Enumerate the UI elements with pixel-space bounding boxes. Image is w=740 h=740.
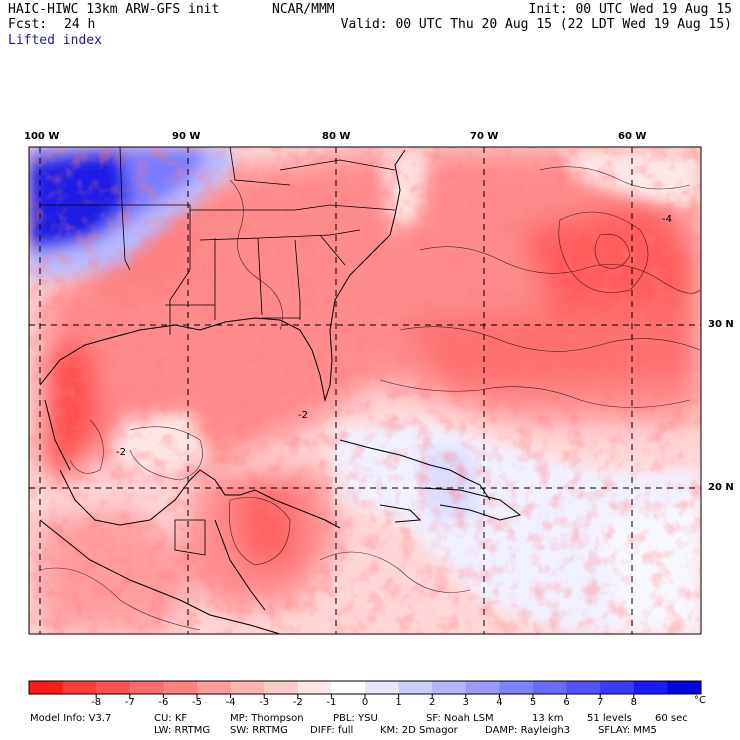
coastlines bbox=[39, 149, 522, 634]
colorbar-tick-label: -1 bbox=[326, 697, 337, 708]
footer-surface: SF: Noah LSM bbox=[426, 713, 494, 724]
contour-label: -4 bbox=[662, 214, 672, 225]
colorbar-swatch bbox=[29, 681, 64, 694]
footer-pbl: PBL: YSU bbox=[333, 713, 378, 724]
colorbar-swatch bbox=[331, 681, 366, 694]
state-borders bbox=[40, 147, 396, 556]
colorbar-tick-label: 3 bbox=[462, 697, 469, 708]
colorbar-swatch bbox=[432, 681, 467, 694]
lon-label-80w: 80 W bbox=[322, 131, 351, 142]
colorbar-tick-label: 0 bbox=[361, 697, 369, 708]
forecast-label: Fcst: bbox=[8, 17, 48, 32]
colorbar-swatch bbox=[667, 681, 702, 694]
valid-time: Valid: 00 UTC Thu 20 Aug 15 (22 LDT Wed … bbox=[340, 17, 732, 32]
lat-label-20n: 20 N bbox=[708, 482, 734, 493]
colorbar-unit: °C bbox=[694, 695, 706, 706]
footer-resolution: 13 km bbox=[532, 713, 564, 724]
colorbar-tick-label: 8 bbox=[630, 697, 637, 708]
footer-timestep: 60 sec bbox=[655, 713, 688, 724]
colorbar-swatch bbox=[230, 681, 265, 694]
footer-longwave: LW: RRTMG bbox=[154, 725, 211, 736]
colorbar-swatch bbox=[566, 681, 601, 694]
map-frame bbox=[28, 146, 702, 635]
colorbar-tick-label: -3 bbox=[259, 697, 270, 708]
colorbar-swatch bbox=[600, 681, 635, 694]
colorbar-tick-label: -7 bbox=[124, 697, 135, 708]
colorbar-tick-label: 7 bbox=[597, 697, 604, 708]
footer-cumulus: CU: KF bbox=[154, 713, 188, 724]
colorbar-tick-label: 4 bbox=[496, 697, 503, 708]
colorbar-swatch bbox=[533, 681, 568, 694]
colorbar-swatch bbox=[62, 681, 97, 694]
colorbar-swatch bbox=[633, 681, 668, 694]
footer-sflay: SFLAY: MM5 bbox=[598, 725, 657, 736]
contour-lines bbox=[39, 166, 701, 631]
organization: NCAR/MMM bbox=[272, 2, 335, 17]
colorbar-swatch bbox=[96, 681, 131, 694]
colorbar-swatch bbox=[297, 681, 332, 694]
colorbar-tick-label: -8 bbox=[91, 697, 102, 708]
colorbar-swatch bbox=[398, 681, 433, 694]
footer-microphysics: MP: Thompson bbox=[230, 713, 304, 724]
lon-label-70w: 70 W bbox=[470, 131, 499, 142]
colorbar-swatch bbox=[129, 681, 164, 694]
colorbar-swatch bbox=[163, 681, 198, 694]
field-name: Lifted index bbox=[8, 33, 102, 48]
lat-label-30n: 30 N bbox=[708, 319, 734, 330]
colorbar-tick-label: 1 bbox=[395, 697, 402, 708]
colorbar bbox=[28, 680, 702, 698]
colorbar-tick-label: 5 bbox=[529, 697, 537, 708]
colorbar-swatch bbox=[197, 681, 232, 694]
lon-label-90w: 90 W bbox=[172, 131, 201, 142]
contour-label: -2 bbox=[298, 410, 308, 421]
init-time: Init: 00 UTC Wed 19 Aug 15 bbox=[528, 2, 733, 17]
colorbar-tick-label: -5 bbox=[192, 697, 202, 708]
colorbar-tick-label: -2 bbox=[292, 697, 303, 708]
colorbar-tick-label: 2 bbox=[429, 697, 436, 708]
footer-shortwave: SW: RRTMG bbox=[230, 725, 288, 736]
footer-diffusion: DIFF: full bbox=[310, 725, 354, 736]
footer-levels: 51 levels bbox=[587, 713, 632, 724]
colorbar-swatch bbox=[365, 681, 400, 694]
lon-label-60w: 60 W bbox=[618, 131, 647, 142]
colorbar-swatch bbox=[465, 681, 500, 694]
colorbar-swatch bbox=[264, 681, 299, 694]
forecast-hour: 24 h bbox=[64, 17, 96, 32]
lat-lon-grid bbox=[29, 147, 701, 634]
footer-model-info: Model Info: V3.7 bbox=[30, 713, 112, 724]
model-title: HAIC-HIWC 13km ARW-GFS init bbox=[8, 2, 220, 17]
lon-label-100w: 100 W bbox=[24, 131, 60, 142]
colorbar-tick-label: -4 bbox=[225, 697, 236, 708]
contour-label: -2 bbox=[116, 447, 126, 458]
colorbar-tick-label: 6 bbox=[563, 697, 570, 708]
colorbar-swatch bbox=[499, 681, 534, 694]
footer-km: KM: 2D Smagor bbox=[380, 725, 458, 736]
footer-damp: DAMP: Rayleigh3 bbox=[485, 725, 571, 736]
colorbar-tick-label: -6 bbox=[158, 697, 169, 708]
